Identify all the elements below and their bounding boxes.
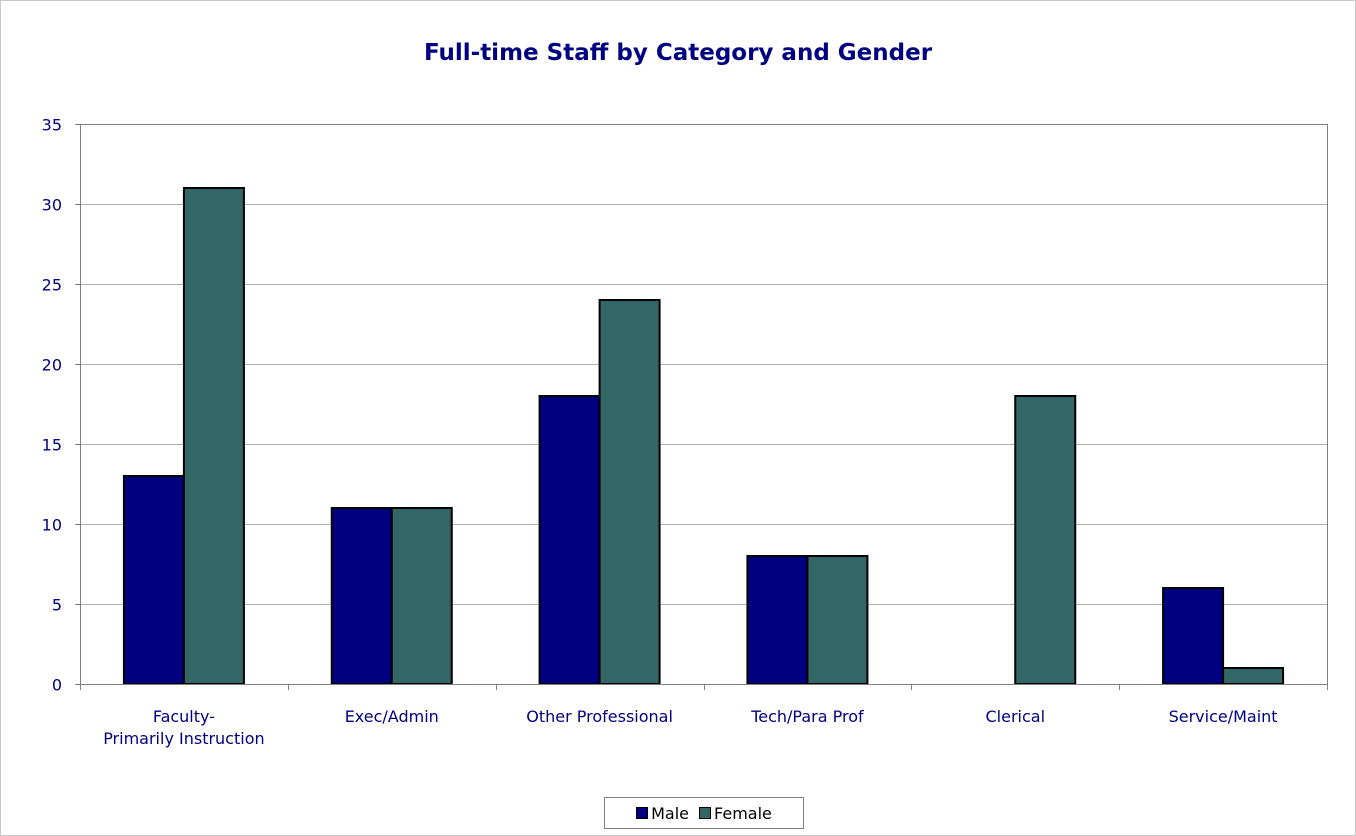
x-tick-label: Tech/Para Prof [750, 707, 864, 726]
bar-male [538, 395, 601, 685]
bar-male [1162, 587, 1225, 685]
bar-female [182, 187, 245, 685]
bar-female [806, 555, 869, 685]
bar-female [1222, 667, 1285, 685]
x-tick-label: Other Professional [526, 707, 673, 726]
legend-label-male: Male [651, 803, 690, 823]
y-tick-label: 0 [52, 676, 62, 695]
bar-male [122, 475, 185, 685]
bar-male [330, 507, 393, 685]
x-tick-label: Primarily Instruction [103, 729, 264, 748]
y-tick-label: 30 [42, 196, 62, 215]
legend-swatch-male [636, 807, 649, 819]
y-tick-label: 20 [42, 356, 62, 375]
y-tick-label: 15 [42, 436, 62, 455]
x-tick-label: Service/Maint [1169, 707, 1278, 726]
legend-swatch-female [699, 807, 712, 819]
y-tick-label: 35 [42, 116, 62, 135]
y-tick-label: 25 [42, 276, 62, 295]
bar-female [1014, 395, 1077, 685]
legend-item-male: Male [636, 804, 689, 823]
chart-title: Full-time Staff by Category and Gender [423, 40, 933, 66]
bar-female [390, 507, 453, 685]
legend-item-female: Female [699, 804, 772, 823]
x-tick-label: Exec/Admin [345, 707, 439, 726]
chart-legend: Male Female [604, 797, 804, 829]
legend-label-female: Female [714, 803, 772, 823]
y-tick-label: 10 [42, 516, 62, 535]
y-tick-label: 5 [52, 596, 62, 615]
x-tick-label: Clerical [985, 707, 1045, 726]
bar-female [598, 299, 661, 685]
bar-male [746, 555, 809, 685]
x-tick-label: Faculty- [153, 707, 215, 726]
